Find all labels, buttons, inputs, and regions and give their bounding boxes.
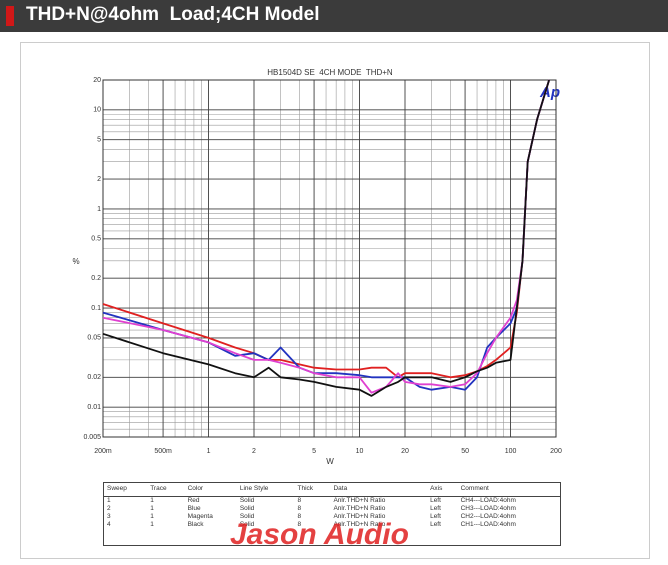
y-tick-label: 0.2 bbox=[91, 275, 101, 282]
trace-table: Sweep Trace Color Line Style Thick Data Axis Co… bbox=[103, 482, 561, 546]
table-cell: Red bbox=[187, 497, 200, 504]
x-tick-label: 500m bbox=[154, 448, 172, 455]
table-cell: Anlr.THD+N Ratio bbox=[333, 505, 386, 512]
table-header-cell: Sweep bbox=[104, 483, 148, 497]
y-axis-label: % bbox=[72, 257, 79, 266]
chart-frame bbox=[20, 42, 650, 559]
chart: HB1504D SE 4CH MODE THD+N Ap W % 0.005 0.… bbox=[72, 68, 562, 466]
x-tick-label: 20 bbox=[401, 448, 409, 455]
table-row: 4 1 Black Solid 8 Anlr.THD+N Ratio Left CH1---L… bbox=[104, 521, 560, 529]
table-row: 2 1 Blue Solid 8 Anlr.THD+N Ratio Left CH3---LO… bbox=[104, 505, 560, 513]
y-tick-label: 20 bbox=[93, 77, 101, 84]
header-accent bbox=[6, 6, 14, 26]
table-header-cell: Comment bbox=[457, 483, 560, 497]
table-cell: 1 bbox=[150, 513, 154, 520]
y-tick-label: 1 bbox=[97, 206, 101, 213]
table-cell: Left bbox=[430, 513, 441, 520]
x-tick-label: 1 bbox=[207, 448, 211, 455]
table-cell: 8 bbox=[297, 513, 302, 520]
table-cell: Solid bbox=[239, 497, 255, 504]
table-row: 3 1 Magenta Solid 8 Anlr.THD+N Ratio Left CH2--… bbox=[104, 513, 560, 521]
table-cell: 1 bbox=[150, 497, 154, 504]
y-tick-label: 10 bbox=[93, 107, 101, 114]
table-header-cell: Line Style bbox=[236, 483, 295, 497]
table-header-cell: Data bbox=[330, 483, 428, 497]
table-cell: Left bbox=[430, 505, 441, 512]
header-title: THD+N@4ohm Load;4CH Model bbox=[26, 4, 320, 25]
x-tick-label: 200m bbox=[94, 448, 112, 455]
plot-border bbox=[102, 79, 557, 438]
table-header-cell: Thick bbox=[294, 483, 331, 497]
table-cell: Solid bbox=[239, 521, 255, 528]
y-tick-label: 0.005 bbox=[83, 434, 101, 441]
table-cell: 4 bbox=[107, 521, 111, 528]
x-tick-label: 50 bbox=[461, 448, 469, 455]
y-tick-label: 5 bbox=[97, 137, 101, 144]
table-cell: CH1---LOAD:4ohm bbox=[460, 521, 516, 528]
table-row: 1 1 Red Solid 8 Anlr.THD+N Ratio Left CH4---LOA… bbox=[104, 497, 560, 506]
table-cell: 1 bbox=[150, 521, 154, 528]
y-tick-label: 0.05 bbox=[87, 335, 101, 342]
table-cell: 1 bbox=[107, 497, 111, 504]
table-cell: Left bbox=[430, 521, 441, 528]
table-cell: CH2---LOAD:4ohm bbox=[460, 513, 516, 520]
x-tick-label: 200 bbox=[550, 448, 562, 455]
y-tick-label: 2 bbox=[97, 176, 101, 183]
table-cell: 1 bbox=[150, 505, 154, 512]
table-cell: Anlr.THD+N Ratio bbox=[333, 513, 386, 520]
y-tick-label: 0.1 bbox=[91, 305, 101, 312]
table-cell: 8 bbox=[297, 505, 302, 512]
table-header: Sweep Trace Color Line Style Thick Data Axis Co… bbox=[104, 483, 560, 497]
table-header-cell: Color bbox=[184, 483, 237, 497]
table-cell: CH3---LOAD:4ohm bbox=[460, 505, 516, 512]
table-cell: Anlr.THD+N Ratio bbox=[333, 497, 386, 504]
watermark: Jason Audio bbox=[230, 518, 409, 551]
table-cell: 8 bbox=[297, 521, 302, 528]
chart-title: HB1504D SE 4CH MODE THD+N bbox=[267, 68, 393, 77]
table-header-cell: Trace bbox=[147, 483, 185, 497]
logo: Ap bbox=[539, 84, 560, 101]
x-tick-label: 2 bbox=[252, 448, 256, 455]
table: Sweep Trace Color Line Style Thick Data Axis Co… bbox=[104, 483, 560, 529]
x-axis-label: W bbox=[326, 457, 334, 466]
table-cell: Left bbox=[430, 497, 441, 504]
y-tick-label: 0.01 bbox=[87, 404, 101, 411]
table-cell: Black bbox=[187, 521, 204, 528]
table-cell: Blue bbox=[187, 505, 201, 512]
y-tick-label: 0.02 bbox=[87, 374, 101, 381]
series-line bbox=[102, 79, 550, 397]
table-header-cell: Axis bbox=[427, 483, 458, 497]
x-tick-label: 10 bbox=[356, 448, 364, 455]
x-tick-label: 100 bbox=[505, 448, 517, 455]
table-cell: 8 bbox=[297, 497, 302, 504]
table-cell: Anlr.THD+N Ratio bbox=[333, 521, 386, 528]
header: THD+N@4ohm Load;4CH Model bbox=[0, 0, 668, 32]
y-tick-label: 0.5 bbox=[91, 236, 101, 243]
table-cell: Magenta bbox=[187, 513, 213, 520]
x-tick-label: 5 bbox=[312, 448, 316, 455]
table-cell: 2 bbox=[107, 505, 111, 512]
table-cell: Solid bbox=[239, 505, 255, 512]
table-cell: Solid bbox=[239, 513, 255, 520]
table-cell: 3 bbox=[107, 513, 111, 520]
table-cell: CH4---LOAD:4ohm bbox=[460, 497, 516, 504]
